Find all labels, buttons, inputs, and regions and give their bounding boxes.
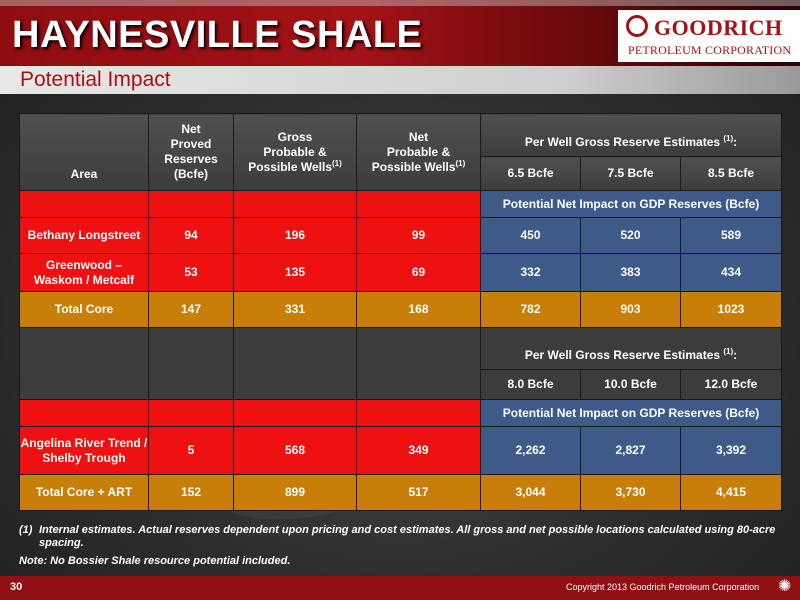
header-per-well-estimates: Per Well Gross Reserve Estimates (1):: [479, 113, 783, 157]
table-row: Bethany Longstreet 94 196 99 450 520 589: [19, 217, 783, 254]
total-area-cell: Total Core + ART: [19, 474, 149, 511]
total-row: Total Core 147 331 168 782 903 1023: [19, 291, 783, 328]
copyright-text: Copyright 2013 Goodrich Petroleum Corpor…: [566, 582, 760, 592]
header-per-well-estimates-2: Per Well Gross Reserve Estimates (1):: [479, 327, 783, 370]
header-estimate-2: 10.0 Bcfe: [580, 369, 681, 400]
net-proved-cell: 94: [148, 217, 234, 254]
estimate-cell: 520: [580, 217, 681, 254]
net-cell: 99: [356, 217, 481, 254]
page-subtitle: Potential Impact: [20, 68, 171, 91]
company-star-icon: ✺: [778, 578, 792, 595]
impact-label: Potential Net Impact on GDP Reserves (Bc…: [479, 190, 783, 218]
estimate-cell: 332: [480, 253, 581, 292]
header-gross-probable: Gross Probable & Possible Wells(1): [233, 113, 357, 191]
area-cell: Angelina River Trend / Shelby Trough: [19, 426, 149, 475]
estimate-cell: 450: [480, 217, 581, 254]
total-cell: 782: [480, 291, 581, 328]
footer-bar: [0, 576, 800, 600]
total-cell: 331: [233, 291, 357, 328]
total-cell: 1023: [679, 291, 783, 328]
total-cell: 903: [580, 291, 681, 328]
estimate-cell: 3,392: [679, 426, 783, 475]
total-cell: 899: [233, 474, 357, 511]
impact-row-blank: [233, 399, 357, 427]
impact-row-blank: [148, 399, 234, 427]
total-row: Total Core + ART 152 899 517 3,044 3,730…: [19, 474, 783, 511]
blank-header: [356, 327, 481, 400]
gross-cell: 135: [233, 253, 357, 292]
footnote-text: Internal estimates. Actual reserves depe…: [39, 524, 776, 549]
header-estimate-1: 8.0 Bcfe: [480, 369, 581, 400]
blank-header: [19, 327, 149, 400]
reserves-table: Area Net Proved Reserves (Bcfe) Gross Probab…: [19, 113, 783, 511]
impact-row-blank: [356, 399, 481, 427]
net-proved-cell: 53: [148, 253, 234, 292]
impact-row-blank: [148, 190, 234, 218]
net-cell: 349: [356, 426, 481, 475]
header-estimate-3: 8.5 Bcfe: [679, 156, 783, 191]
estimate-cell: 2,262: [480, 426, 581, 475]
header-estimate-1: 6.5 Bcfe: [480, 156, 581, 191]
note-bossier: Note: No Bossier Shale resource potentia…: [19, 555, 291, 567]
estimate-cell: 383: [580, 253, 681, 292]
blank-header: [233, 327, 357, 400]
net-cell: 69: [356, 253, 481, 292]
total-cell: 147: [148, 291, 234, 328]
table-row: Greenwood – Waskom / Metcalf 53 135 69 3…: [19, 253, 783, 292]
page-number: 30: [10, 581, 23, 593]
total-area-cell: Total Core: [19, 291, 149, 328]
header-net-proved: Net Proved Reserves (Bcfe): [148, 113, 234, 191]
area-cell: Greenwood – Waskom / Metcalf: [19, 253, 149, 292]
total-cell: 3,730: [580, 474, 681, 511]
header-net-probable: Net Probable & Possible Wells(1): [356, 113, 481, 191]
footnote-number: (1): [19, 524, 33, 536]
footnote-1: (1) Internal estimates. Actual reserves …: [19, 524, 779, 550]
total-cell: 152: [148, 474, 234, 511]
total-cell: 3,044: [480, 474, 581, 511]
logo-name: GOODRICH: [654, 15, 783, 40]
estimate-cell: 434: [679, 253, 783, 292]
impact-row-blank: [233, 190, 357, 218]
company-logo: GOODRICH PETROLEUM CORPORATION: [618, 10, 800, 62]
logo-ring-icon: [626, 15, 648, 37]
gross-cell: 568: [233, 426, 357, 475]
impact-row-blank: [356, 190, 481, 218]
impact-label: Potential Net Impact on GDP Reserves (Bc…: [479, 399, 783, 427]
subtitle-bar: [0, 66, 800, 94]
area-cell: Bethany Longstreet: [19, 217, 149, 254]
impact-row-blank: [19, 399, 149, 427]
header-estimate-3: 12.0 Bcfe: [679, 369, 783, 400]
logo-subtitle: PETROLEUM CORPORATION: [628, 43, 792, 57]
gross-cell: 196: [233, 217, 357, 254]
table-row: Angelina River Trend / Shelby Trough 5 5…: [19, 426, 783, 475]
header-estimate-2: 7.5 Bcfe: [580, 156, 681, 191]
total-cell: 517: [356, 474, 481, 511]
impact-row-blank: [19, 190, 149, 218]
total-cell: 4,415: [679, 474, 783, 511]
blank-header: [148, 327, 234, 400]
net-proved-cell: 5: [148, 426, 234, 475]
estimate-cell: 589: [679, 217, 783, 254]
estimate-cell: 2,827: [580, 426, 681, 475]
total-cell: 168: [356, 291, 481, 328]
header-area: Area: [19, 113, 149, 191]
page-title: HAYNESVILLE SHALE: [12, 14, 423, 56]
